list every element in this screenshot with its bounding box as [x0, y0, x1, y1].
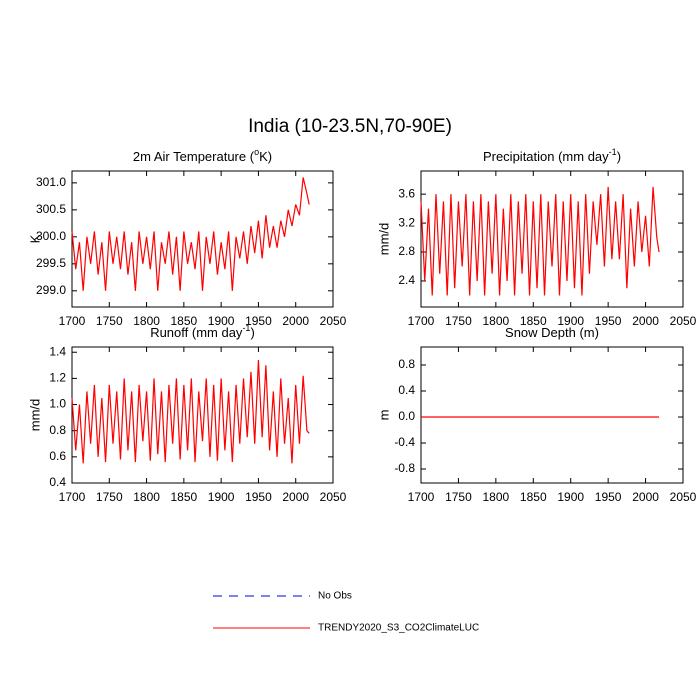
plot-frame [71, 170, 334, 308]
data-line [71, 360, 310, 464]
title-superscript: -1 [242, 323, 250, 333]
title-part: 2m Air Temperature ( [133, 149, 255, 164]
y-tick-label: 0.8 [49, 423, 66, 437]
x-tick-label: 1750 [96, 490, 123, 504]
x-tick-label: 1900 [557, 490, 584, 504]
y-tick-label: 1.0 [49, 397, 66, 411]
x-tick-label: 1800 [483, 314, 510, 328]
x-tick-label: 2050 [320, 490, 347, 504]
title-part: K) [259, 149, 272, 164]
x-tick-label: 2050 [670, 490, 697, 504]
x-tick-label: 1800 [483, 490, 510, 504]
plot-frame [420, 170, 684, 308]
x-tick-label: 1950 [595, 314, 622, 328]
y-tick-label: 0.0 [398, 409, 415, 423]
y-axis-label: mm/d [27, 399, 42, 432]
x-tick-label: 1700 [408, 314, 435, 328]
data-line [420, 186, 660, 296]
y-tick-label: 299.5 [36, 256, 66, 270]
x-tick-label: 1850 [171, 314, 198, 328]
title-superscript: o [254, 147, 259, 157]
y-axis-label: m [376, 410, 391, 421]
y-tick-label: 3.2 [398, 215, 415, 229]
x-tick-label: 1900 [208, 490, 235, 504]
x-tick-label: 2000 [632, 314, 659, 328]
x-tick-label: 1800 [133, 490, 160, 504]
title-part: Runoff (mm day [150, 325, 243, 340]
x-tick-label: 1850 [171, 490, 198, 504]
y-axis-label: K [27, 234, 42, 243]
title-superscript: -1 [609, 147, 617, 157]
panel-title: Snow Depth (m) [505, 325, 599, 340]
x-tick-label: 1700 [59, 490, 86, 504]
x-tick-label: 1900 [557, 314, 584, 328]
x-tick-label: 1800 [133, 314, 160, 328]
y-tick-label: 300.5 [36, 202, 66, 216]
panel-title: Runoff (mm day-1) [150, 323, 255, 340]
y-tick-label: 0.4 [398, 383, 415, 397]
legend-label: TRENDY2020_S3_CO2ClimateLUC [318, 623, 479, 634]
x-tick-label: 1700 [408, 490, 435, 504]
x-tick-label: 2000 [282, 314, 309, 328]
title-part: Precipitation (mm day [483, 149, 609, 164]
legend-label: No Obs [318, 591, 352, 602]
title-part: ) [250, 325, 254, 340]
y-tick-label: -0.4 [394, 435, 415, 449]
y-tick-label: 301.0 [36, 175, 66, 189]
x-tick-label: 1750 [96, 314, 123, 328]
plot-frame [71, 346, 334, 484]
panel-title: Precipitation (mm day-1) [483, 147, 621, 164]
title-part: ) [617, 149, 621, 164]
x-tick-label: 1950 [245, 314, 272, 328]
x-tick-label: 1950 [245, 490, 272, 504]
y-tick-label: 300.0 [36, 229, 66, 243]
plot-frame [420, 346, 684, 484]
y-tick-label: 2.4 [398, 273, 415, 287]
y-axis-label: mm/d [376, 223, 391, 256]
y-tick-label: 1.2 [49, 371, 66, 385]
x-tick-label: 2000 [632, 490, 659, 504]
y-tick-label: 0.8 [398, 357, 415, 371]
x-tick-label: 1750 [445, 314, 472, 328]
x-tick-label: 1950 [595, 490, 622, 504]
data-line [71, 177, 310, 291]
x-tick-label: 1700 [59, 314, 86, 328]
x-tick-label: 2000 [282, 490, 309, 504]
y-tick-label: 0.6 [49, 449, 66, 463]
y-tick-label: -0.8 [394, 461, 415, 475]
x-tick-label: 2050 [670, 314, 697, 328]
y-tick-label: 3.6 [398, 186, 415, 200]
panel-title: 2m Air Temperature (oK) [133, 147, 272, 164]
x-tick-label: 1850 [520, 490, 547, 504]
title-part: Snow Depth (m) [505, 325, 599, 340]
x-tick-label: 1750 [445, 490, 472, 504]
x-tick-label: 1850 [520, 314, 547, 328]
y-tick-label: 299.0 [36, 283, 66, 297]
y-tick-label: 2.8 [398, 244, 415, 258]
x-tick-label: 1900 [208, 314, 235, 328]
x-tick-label: 2050 [320, 314, 347, 328]
figure-title: India (10-23.5N,70-90E) [248, 116, 452, 137]
y-tick-label: 1.4 [49, 344, 66, 358]
y-tick-label: 0.4 [49, 475, 66, 489]
